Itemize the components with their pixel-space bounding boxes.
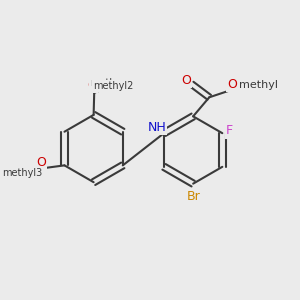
Text: O: O [181,74,191,87]
Text: NH: NH [147,121,166,134]
Text: O: O [87,79,97,92]
Text: methoxy: methoxy [90,78,133,88]
Text: O: O [228,78,238,91]
Text: methyl: methyl [239,80,278,90]
Text: Br: Br [186,190,200,203]
Text: methyl2: methyl2 [93,81,134,91]
Text: methyl3: methyl3 [2,168,43,178]
Text: O: O [36,156,46,169]
Text: F: F [226,124,233,137]
